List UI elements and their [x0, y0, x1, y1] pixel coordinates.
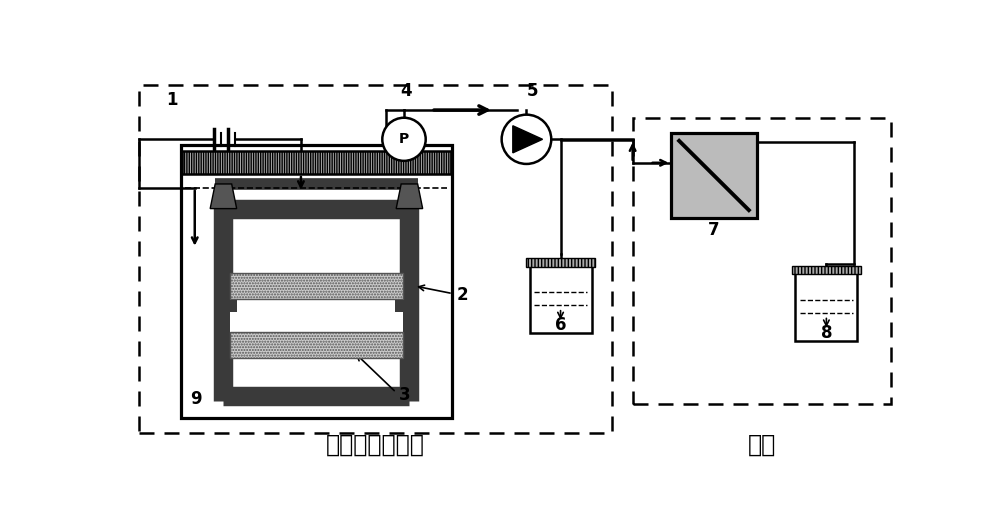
Text: 4: 4	[401, 82, 412, 100]
Bar	[671, 133, 757, 218]
Text: 电催化膜反应器: 电催化膜反应器	[326, 433, 425, 456]
Circle shape	[382, 118, 426, 161]
Bar	[230, 332, 403, 358]
Bar	[139, 85, 612, 434]
Text: 5: 5	[527, 82, 538, 100]
Text: 7: 7	[708, 221, 720, 239]
Text: 6: 6	[555, 316, 566, 334]
Polygon shape	[210, 184, 237, 209]
Bar	[795, 270, 857, 341]
Text: 3: 3	[399, 386, 410, 404]
Text: 2: 2	[457, 286, 468, 304]
Text: P: P	[399, 132, 409, 146]
Circle shape	[502, 115, 551, 164]
Text: 8: 8	[821, 324, 832, 342]
Bar	[230, 273, 403, 299]
Bar	[526, 258, 595, 267]
Bar	[792, 266, 861, 275]
Text: 1: 1	[166, 90, 177, 109]
Bar	[182, 151, 450, 174]
Text: 纳滤: 纳滤	[748, 433, 776, 456]
Bar	[181, 145, 452, 418]
Bar	[530, 262, 592, 334]
Bar	[223, 300, 237, 312]
Polygon shape	[513, 126, 543, 153]
Text: 9: 9	[190, 390, 202, 408]
Bar	[395, 300, 409, 312]
Bar	[633, 118, 891, 404]
Bar	[230, 299, 403, 345]
Polygon shape	[396, 184, 423, 209]
